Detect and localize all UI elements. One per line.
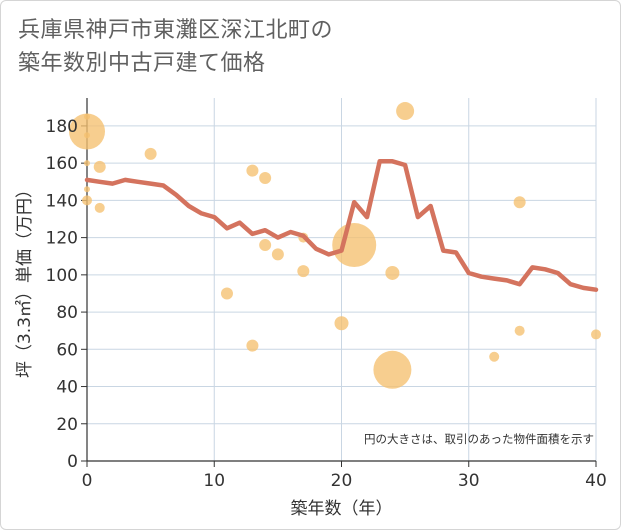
- y-tick-label: 120: [46, 229, 78, 249]
- bubble-point: [259, 172, 272, 185]
- bubble-point: [144, 147, 157, 160]
- x-tick-label: 40: [585, 471, 607, 491]
- bubble-point: [82, 195, 92, 206]
- y-tick-label: 100: [46, 266, 78, 286]
- bubble-point: [514, 325, 525, 336]
- bubble-point: [94, 202, 105, 213]
- x-tick-label: 30: [458, 471, 480, 491]
- bubble-point: [297, 265, 310, 278]
- chart-title: 兵庫県神戸市東灘区深江北町の 築年数別中古戸建て価格: [18, 14, 578, 80]
- y-axis-label: 坪（3.3㎡）単価（万円）: [15, 181, 35, 378]
- y-tick-label: 40: [56, 378, 78, 398]
- y-tick-label: 60: [56, 340, 78, 360]
- bubble-point: [334, 316, 349, 331]
- bubble-size-note: 円の大きさは、取引のあった物件面積を示す: [364, 432, 594, 446]
- average-price-line: [84, 159, 599, 292]
- y-tick-label: 80: [56, 303, 78, 323]
- x-tick-label: 0: [82, 471, 93, 491]
- tick-labels: 0 20 40 60 80 100 120 140 160 180 0 10 20 30 40: [46, 117, 607, 491]
- bubble-point: [84, 160, 90, 167]
- y-tick-label: 140: [46, 191, 78, 211]
- bubble-point: [246, 339, 259, 352]
- bubble-point: [591, 329, 601, 340]
- y-tick-label: 0: [67, 452, 78, 472]
- bubble-point: [93, 160, 106, 173]
- x-tick-label: 10: [203, 471, 225, 491]
- x-tick-label: 20: [331, 471, 353, 491]
- chart-title-line-1: 兵庫県神戸市東灘区深江北町の: [18, 18, 334, 43]
- bubble-point: [246, 164, 259, 177]
- bubble-point: [396, 102, 415, 121]
- chart-title-line-2: 築年数別中古戸建て価格: [18, 51, 266, 76]
- y-tick-label: 180: [46, 117, 78, 137]
- bubble-point: [373, 350, 412, 389]
- y-tick-label: 20: [56, 415, 78, 435]
- bubble-point: [271, 248, 284, 261]
- bubble-point: [513, 196, 526, 209]
- bubble-point: [385, 265, 400, 280]
- bubble-point: [69, 113, 105, 150]
- bubble-point: [84, 186, 90, 193]
- y-tick-label: 160: [46, 154, 78, 174]
- bubble-point: [332, 223, 377, 268]
- bubble-series: [69, 102, 601, 389]
- bubble-point: [489, 351, 500, 362]
- bubble-point: [259, 239, 272, 252]
- axes: [81, 98, 597, 467]
- gridlines: [87, 98, 597, 461]
- bubble-point: [220, 287, 233, 300]
- average-line-series: [84, 159, 599, 292]
- x-axis-label: 築年数（年）: [291, 499, 393, 519]
